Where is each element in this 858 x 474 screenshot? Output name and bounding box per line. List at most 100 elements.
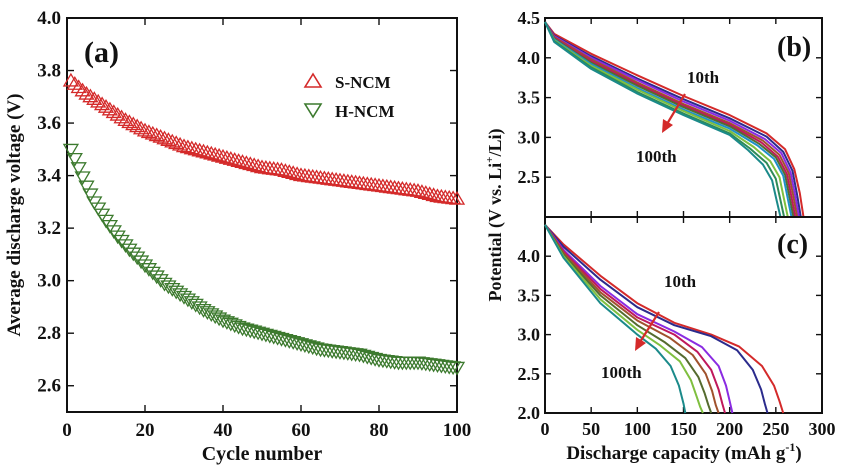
data-point-h-ncm [448, 361, 466, 376]
data-point-h-ncm [199, 306, 216, 320]
data-point-h-ncm [105, 225, 122, 240]
data-point-h-ncm [183, 296, 200, 310]
panel-a-y-tick-label: 3.0 [37, 271, 61, 292]
data-point-s-ncm [66, 76, 83, 90]
panel-c-x-tick-label: 300 [809, 419, 836, 439]
panel-c-curve-4 [544, 224, 726, 414]
data-point-s-ncm [148, 127, 165, 142]
data-point-h-ncm [62, 143, 80, 158]
data-point-s-ncm [136, 122, 154, 137]
panel-a-x-tick-label: 100 [443, 420, 472, 441]
data-point-h-ncm [129, 251, 146, 266]
data-point-h-ncm [207, 310, 224, 325]
panel-a-x-axis-label: Cycle number [202, 443, 323, 465]
panel-c-x-tick-label: 0 [541, 419, 550, 439]
data-point-s-ncm [183, 140, 200, 155]
panel-b-annotation-100th: 100th [636, 147, 677, 166]
panel-c-annotation-10th: 10th [664, 272, 697, 291]
panel-a-series [62, 72, 466, 376]
legend-h-ncm-label: H-NCM [335, 102, 394, 121]
data-point-s-ncm [129, 118, 146, 133]
panel-c-y-tick-label: 2.5 [518, 364, 541, 384]
panel-a-frame [66, 17, 458, 413]
data-point-h-ncm [226, 319, 243, 334]
data-point-h-ncm [101, 219, 119, 234]
data-point-s-ncm [413, 184, 431, 198]
panel-b-arrow-head [662, 119, 673, 133]
panel-b-curve-8 [544, 21, 789, 218]
data-point-h-ncm [113, 234, 130, 249]
data-point-s-ncm [246, 157, 263, 172]
data-point-s-ncm [132, 120, 150, 135]
panel-a-x-tick-label: 80 [370, 420, 389, 441]
data-point-s-ncm [109, 106, 126, 121]
panel-a-y-tick-label: 3.4 [37, 166, 61, 187]
data-point-h-ncm [70, 162, 87, 177]
data-point-s-ncm [214, 148, 232, 163]
panel-c-arrow-line [639, 311, 660, 343]
panel-c-x-tick-label: 250 [762, 419, 789, 439]
data-point-h-ncm [175, 290, 193, 305]
data-point-s-ncm [125, 116, 142, 131]
data-point-h-ncm [203, 308, 220, 323]
data-point-s-ncm [448, 190, 466, 205]
data-point-s-ncm [70, 79, 87, 94]
data-point-h-ncm [140, 263, 158, 277]
series-h-ncm [62, 143, 466, 376]
data-point-s-ncm [249, 158, 267, 173]
panel-c-x-axis-label-end: ) [795, 443, 801, 464]
panel-b-curve-7 [544, 21, 793, 218]
series-s-ncm [62, 72, 466, 205]
panel-b-curve-6 [544, 21, 795, 218]
panel-b-label: (b) [777, 32, 811, 63]
data-point-s-ncm [82, 88, 99, 103]
data-point-s-ncm [105, 104, 122, 119]
data-point-s-ncm [222, 151, 239, 165]
data-point-s-ncm [230, 153, 247, 167]
data-point-h-ncm [132, 255, 150, 270]
panel-a-y-tick-label: 2.8 [37, 323, 61, 344]
panel-a-x-tick-label: 40 [214, 420, 233, 441]
panel-c-y-tick-label: 4.0 [518, 246, 541, 266]
data-point-s-ncm [199, 144, 216, 159]
panel-b-y-tick-label: 2.5 [518, 167, 541, 187]
legend-s-ncm-label: S-NCM [335, 73, 391, 92]
panel-c-x-tick-labels: 0 50 100 150 200 250 300 [541, 419, 836, 439]
data-point-s-ncm [144, 125, 161, 140]
data-point-h-ncm [144, 266, 161, 281]
data-point-h-ncm [125, 247, 142, 262]
data-point-h-ncm [117, 239, 134, 254]
data-point-h-ncm [82, 188, 99, 203]
data-point-h-ncm [74, 171, 91, 186]
data-point-s-ncm [409, 183, 427, 197]
panel-b-curve-5 [544, 21, 797, 218]
panel-c-curve-2 [544, 224, 769, 414]
data-point-h-ncm [66, 152, 83, 167]
data-point-s-ncm [226, 152, 243, 166]
data-point-s-ncm [234, 154, 251, 169]
data-point-s-ncm [121, 114, 138, 129]
data-point-h-ncm [168, 285, 185, 300]
legend-s-ncm-marker [303, 72, 323, 88]
panel-b-curve-4 [544, 21, 799, 218]
panel-b-y-tick-label: 3.0 [518, 127, 541, 147]
data-point-h-ncm [187, 298, 204, 313]
panel-b-y-tick-label: 3.5 [518, 88, 541, 108]
panel-b-series [544, 21, 805, 218]
right-y-axis-label-main: Potential (V vs. Li [485, 163, 506, 302]
data-point-s-ncm [273, 162, 290, 176]
panel-b-y-tick-label: 4.5 [518, 8, 541, 28]
panel-c-x-tick-label: 150 [670, 419, 697, 439]
panel-a-y-tick-labels: 2.6 2.8 3.0 3.2 3.4 3.6 3.8 4.0 [37, 8, 61, 397]
panel-c-y-tick-labels: 2.0 2.5 3.0 3.5 4.0 [518, 246, 541, 423]
data-point-s-ncm [93, 96, 111, 111]
data-point-s-ncm [179, 139, 197, 154]
panel-b-y-tick-labels: 2.5 3.0 3.5 4.0 4.5 [518, 8, 541, 187]
data-point-s-ncm [117, 112, 134, 126]
data-point-s-ncm [421, 186, 438, 201]
panel-c-arrow-head [635, 337, 646, 351]
panel-b-annotation-10th: 10th [687, 68, 720, 87]
data-point-h-ncm [195, 304, 212, 318]
data-point-s-ncm [425, 187, 442, 202]
data-point-h-ncm [214, 314, 232, 329]
